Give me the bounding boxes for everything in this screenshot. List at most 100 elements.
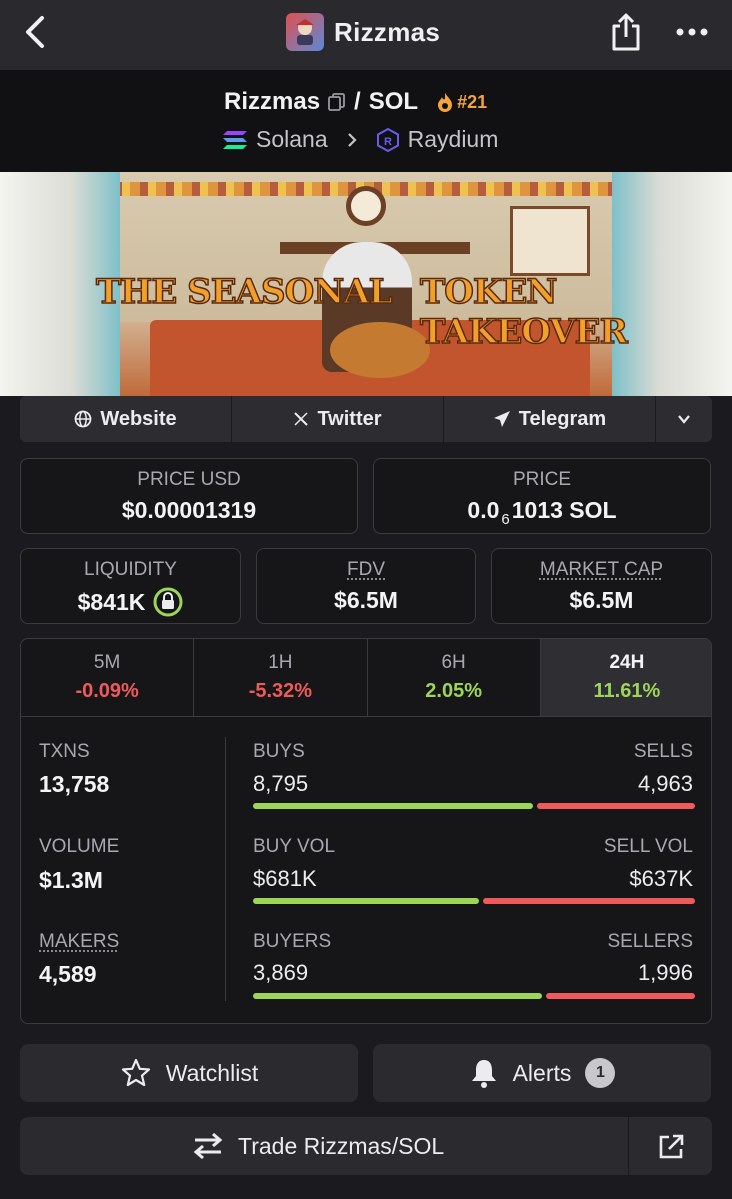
chevron-right-icon [347,132,357,147]
watchlist-label: Watchlist [165,1059,259,1086]
token-banner-image: THE SEASONAL TOKEN TAKEOVER [0,172,732,396]
chain-breadcrumb: Solana R Raydium [222,126,498,153]
txns-label: TXNS [39,741,90,762]
copy-icon[interactable] [328,93,346,111]
liquidity-value: $841K [77,588,146,615]
price-sol-suffix: 1013 SOL [511,497,617,523]
liquidity-label: LIQUIDITY [84,559,177,580]
buyers-bar [253,993,542,999]
sells-bar [537,803,695,809]
trade-button[interactable]: Trade Rizzmas/SOL [20,1117,712,1175]
price-sol-value: 0.0 61013 SOL [374,497,710,528]
nav-title: Rizzmas [286,12,440,52]
trade-label: Trade Rizzmas/SOL [238,1132,445,1159]
price-sol-card: PRICE 0.0 61013 SOL [373,458,711,534]
tab-24h[interactable]: 24H 11.61% [540,639,711,716]
twitter-link[interactable]: Twitter [232,396,444,442]
market-cap-label[interactable]: MARKET CAP [539,559,664,580]
tab-24h-change: 11.61% [593,680,661,702]
tab-6h-change: 2.05% [425,680,482,702]
nav-title-text: Rizzmas [334,16,441,47]
price-sol-zeros: 6 [501,511,510,528]
raydium-icon: R [376,127,399,152]
links-expand-button[interactable] [656,396,712,442]
market-cap-value: $6.5M [569,587,634,613]
pair-title: Rizzmas / SOL #21 [224,88,487,116]
liquidity-card: LIQUIDITY $841K [20,548,241,624]
svg-text:R: R [384,136,392,148]
tab-6h[interactable]: 6H 2.05% [368,639,541,716]
buys-value: 8,795 [253,771,309,796]
chain-name[interactable]: Solana [256,126,328,152]
more-options-icon[interactable] [672,20,712,44]
website-link[interactable]: Website [20,396,232,442]
price-sol-prefix: 0.0 [467,497,500,523]
swap-arrows-icon [193,1132,223,1160]
banner-turkey [330,322,430,378]
twitter-label: Twitter [317,407,382,430]
liquidity-value-wrap: $841K [21,587,240,617]
telegram-label: Telegram [518,407,607,430]
top-bar: Rizzmas [0,0,732,70]
tab-6h-label: 6H [441,652,466,673]
stats-divider [225,737,226,1001]
fdv-label[interactable]: FDV [347,559,385,580]
pair-separator: / [354,88,361,115]
token-logo-icon [286,13,324,51]
buy-vol-label: BUY VOL [253,836,336,857]
trending-rank-value: #21 [457,91,488,112]
buys-label: BUYS [253,741,305,762]
sellers-label: SELLERS [607,931,693,952]
banner-text-left: THE SEASONAL [95,271,393,313]
sellers-bar [546,993,695,999]
telegram-link[interactable]: Telegram [444,396,656,442]
tab-5m[interactable]: 5M -0.09% [21,639,195,716]
buy-vol-bar [253,898,479,904]
alerts-button[interactable]: Alerts 1 [373,1044,711,1102]
volume-label: VOLUME [39,836,120,857]
chevron-down-icon [678,415,690,424]
makers-label[interactable]: MAKERS [39,931,120,952]
trending-rank[interactable]: #21 [436,92,487,113]
website-label: Website [100,407,177,430]
external-link-icon[interactable] [657,1133,685,1161]
star-icon [121,1058,150,1087]
tab-5m-change: -0.09% [75,680,139,702]
fdv-value: $6.5M [334,587,398,613]
dex-name[interactable]: Raydium [407,126,499,152]
banner-text-right: TOKEN TAKEOVER [419,271,628,353]
watchlist-button[interactable]: Watchlist [20,1044,358,1102]
sells-label: SELLS [633,741,693,762]
alerts-label: Alerts [512,1059,572,1086]
globe-icon [74,410,92,428]
banner-clock [346,186,386,226]
volume-value: $1.3M [39,867,103,893]
pair-header: Rizzmas / SOL #21 Solana R Raydium [0,70,732,172]
txns-value: 13,758 [39,771,110,797]
back-arrow-icon[interactable] [20,14,50,50]
bell-icon [471,1060,496,1088]
pair-base: Rizzmas [224,88,321,115]
telegram-icon [493,411,510,427]
solana-icon [223,130,247,149]
sell-vol-label: SELL VOL [603,836,693,857]
share-icon[interactable] [608,12,644,52]
sells-value: 4,963 [637,771,693,796]
sell-vol-value: $637K [629,866,693,891]
tab-1h[interactable]: 1H -5.32% [194,639,368,716]
tab-5m-label: 5M [93,652,121,673]
trade-divider [628,1117,629,1175]
price-usd-value: $0.00001319 [121,497,257,523]
lock-icon[interactable] [153,587,183,617]
pair-quote: SOL [368,88,419,115]
makers-value: 4,589 [39,961,97,987]
social-links-bar: Website Twitter Telegram [20,396,712,442]
stats-panel: 5M -0.09% 1H -5.32% 6H 2.05% 24H 11.61% … [20,638,712,1024]
tab-24h-label: 24H [609,652,645,673]
buyers-label: BUYERS [253,931,332,952]
x-logo-icon [294,412,309,426]
sell-vol-bar [483,898,695,904]
price-sol-label: PRICE [512,469,572,490]
tab-1h-label: 1H [268,652,293,673]
price-usd-card: PRICE USD $0.00001319 [20,458,358,534]
